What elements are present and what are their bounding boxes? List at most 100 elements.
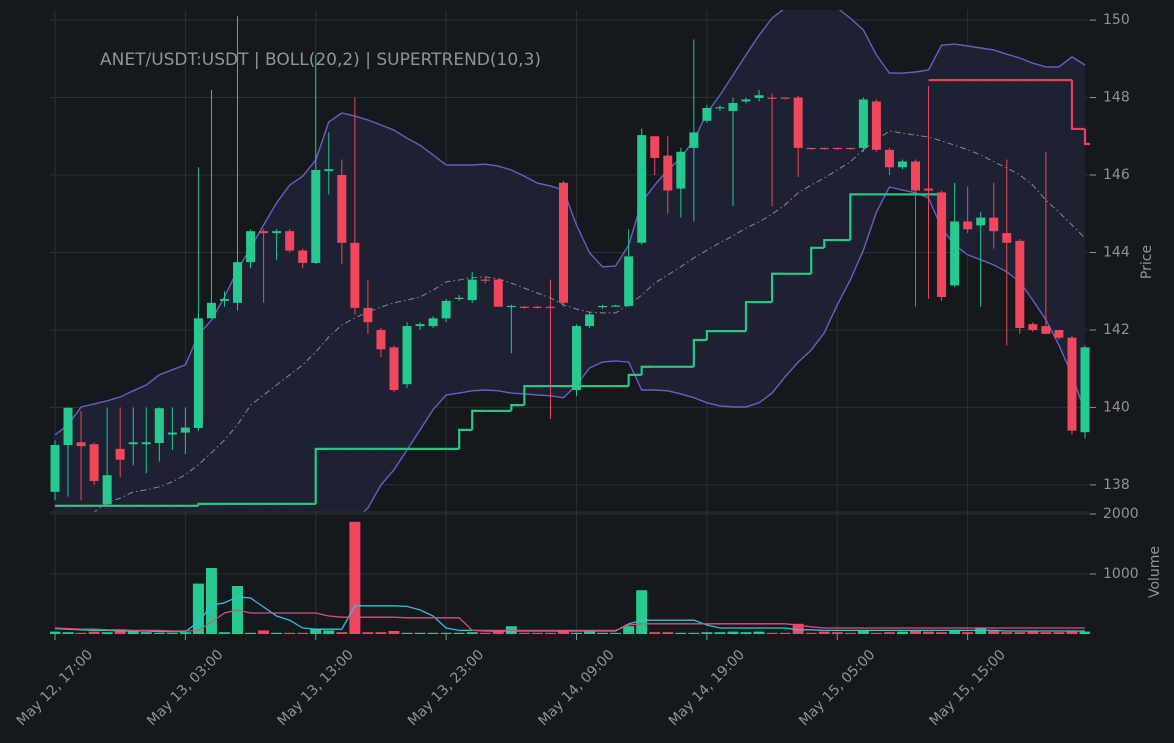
supertrend-step: [197, 502, 212, 506]
volume-bar: [101, 632, 113, 634]
candle-body: [246, 231, 256, 263]
candle-body: [702, 107, 712, 121]
y-tick-label: 2000: [1103, 506, 1139, 522]
candle-body: [180, 427, 190, 433]
candle-body: [845, 147, 855, 150]
y-tick-label: 144: [1103, 244, 1130, 260]
candle-body: [115, 448, 125, 460]
bollinger-middle: [92, 130, 1086, 512]
volume-bar: [753, 631, 765, 634]
y-tick-label: 150: [1103, 12, 1130, 28]
candle-body: [598, 305, 608, 308]
volume-bar: [636, 590, 648, 634]
candle-body: [128, 442, 138, 445]
volume-bar: [440, 632, 452, 634]
volume-bar: [883, 632, 895, 634]
volume-bar: [870, 632, 882, 634]
volume-bar: [1040, 632, 1052, 634]
volume-bar: [1014, 632, 1026, 634]
volume-bar: [492, 631, 504, 634]
candle-body: [467, 279, 477, 301]
volume-bar: [1079, 631, 1090, 634]
volume-bar: [818, 631, 830, 634]
y-axis-label: Price: [1139, 245, 1155, 279]
candle-body: [754, 95, 764, 98]
volume-bar: [297, 632, 309, 634]
supertrend-step: [510, 403, 525, 411]
candle-body: [441, 300, 451, 319]
candle-body: [415, 324, 425, 327]
volume-bar: [375, 632, 387, 634]
supertrend-step: [1083, 128, 1090, 146]
supertrend-step: [627, 373, 642, 387]
volume-bar: [62, 632, 74, 634]
volume-bar: [401, 632, 413, 634]
supertrend-step: [471, 409, 486, 430]
candle-body: [741, 99, 751, 102]
candle-body: [154, 408, 164, 444]
volume-bar: [831, 632, 843, 634]
candle-body: [480, 279, 490, 281]
candle-body: [454, 297, 464, 299]
volume-bar: [597, 632, 609, 634]
volume-bar: [388, 630, 400, 634]
candle-body: [884, 149, 894, 168]
volume-bar: [127, 630, 139, 634]
candle-body: [1041, 326, 1051, 334]
volume-bar: [923, 631, 935, 634]
candle-body: [389, 347, 399, 390]
supertrend-step: [692, 338, 707, 367]
volume-bar: [766, 632, 778, 634]
volume-line: [54, 609, 1085, 632]
candle-body: [976, 217, 986, 226]
candle-body: [924, 188, 934, 191]
y-tick-label: 148: [1103, 90, 1130, 106]
volume-bar: [962, 632, 974, 634]
volume-bar: [544, 632, 556, 634]
volume-bar: [466, 632, 478, 634]
volume-bar: [649, 632, 661, 634]
volume-bar: [701, 632, 713, 634]
chart-title: ANET/USDT:USDT | BOLL(20,2) | SUPERTREND…: [100, 50, 541, 70]
volume-bar: [584, 631, 596, 634]
volume-bar: [140, 632, 152, 634]
volume-bar: [323, 630, 335, 634]
candle-body: [911, 161, 921, 191]
y-tick-label: 142: [1103, 322, 1130, 338]
supertrend-step: [770, 272, 786, 303]
candle-body: [363, 307, 373, 323]
y-tick-label: 1000: [1103, 566, 1139, 582]
candle-body: [767, 97, 777, 99]
candle-body: [585, 314, 595, 327]
bollinger-upper: [54, 10, 1086, 436]
supertrend-step: [744, 300, 760, 332]
candle-body: [663, 155, 673, 191]
candle-body: [219, 298, 229, 301]
candle-body: [989, 217, 999, 232]
candle-body: [1080, 347, 1090, 433]
candle-body: [233, 262, 243, 303]
volume-bar: [675, 632, 687, 634]
volume-bar: [179, 632, 191, 634]
supertrend-step: [823, 238, 838, 248]
volume-bar: [310, 629, 322, 634]
volume-bar: [610, 632, 622, 634]
volume-bar: [531, 632, 543, 634]
candle-body: [1067, 337, 1077, 431]
supertrend-step: [1070, 80, 1085, 131]
candle-body: [832, 147, 842, 150]
volume-bar: [1001, 632, 1013, 634]
volume-bar: [153, 632, 165, 634]
volume-bar: [688, 632, 700, 634]
y-tick-label: 146: [1103, 167, 1130, 183]
supertrend-step: [810, 246, 825, 274]
volume-bar: [896, 631, 908, 634]
bollinger-lower: [362, 186, 1086, 512]
volume-bar: [727, 631, 739, 634]
y-tick-label: 138: [1103, 477, 1130, 493]
candle-body: [63, 407, 73, 445]
volume-bar: [1066, 631, 1078, 634]
volume-bar: [218, 632, 230, 634]
volume-bar: [740, 632, 752, 634]
